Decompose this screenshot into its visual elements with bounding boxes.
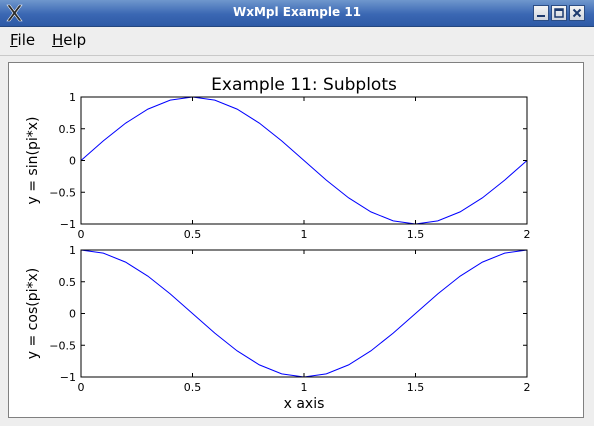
- series-line-1-1: [80, 96, 528, 225]
- x-tick-label: 2: [524, 228, 531, 241]
- y-tick-label: −0.5: [49, 339, 76, 352]
- minimize-button[interactable]: [533, 5, 549, 21]
- x-tick-label: 0.5: [184, 381, 202, 394]
- plot-figure[interactable]: 0 0.5 1 1.5 2 −1 −0.5 0 0.5 1 y = sin(pi*x) Example…: [9, 63, 583, 417]
- x-tick-label: 2: [524, 381, 531, 394]
- series-line-2-1: [80, 249, 528, 378]
- axes-frame: [80, 249, 528, 378]
- x-tick-label: 0: [78, 381, 85, 394]
- subplot-1: 0 0.5 1 1.5 2 −1 −0.5 0 0.5 1 y = sin(pi*x) Example…: [25, 75, 531, 241]
- y-tick-label: 0: [69, 308, 76, 321]
- y-tick-label: 1: [69, 244, 76, 257]
- maximize-button[interactable]: [551, 5, 567, 21]
- y-tick-label: −1: [60, 218, 76, 231]
- y-tick-label: 1: [69, 91, 76, 104]
- maximize-icon: [554, 8, 564, 18]
- minimize-icon: [537, 15, 545, 17]
- menu-bar: File Help: [0, 27, 594, 56]
- x-tick-label: 1: [301, 381, 308, 394]
- x-axis-label: x axis: [284, 396, 325, 412]
- x-tick-label: 0.5: [184, 228, 202, 241]
- title-bar[interactable]: WxMpl Example 11: [0, 0, 594, 27]
- y-tick-label: 0.5: [59, 276, 77, 289]
- y-axis-label: y = sin(pi*x): [25, 117, 41, 205]
- y-tick-label: 0: [69, 155, 76, 168]
- close-button[interactable]: [569, 5, 585, 21]
- plot-canvas[interactable]: 0 0.5 1 1.5 2 −1 −0.5 0 0.5 1 y = sin(pi*x) Example…: [8, 62, 584, 418]
- menu-file-rest: ile: [17, 31, 36, 49]
- y-tick-label: 0.5: [59, 123, 77, 136]
- x-tick-label: 1: [301, 228, 308, 241]
- menu-help-mnemonic: H: [52, 31, 64, 49]
- menu-file-mnemonic: F: [10, 31, 18, 49]
- x-tick-label: 0: [78, 228, 85, 241]
- window-title: WxMpl Example 11: [232, 5, 362, 19]
- menu-help[interactable]: Help: [52, 31, 86, 49]
- y-axis-label: y = cos(pi*x): [25, 268, 41, 359]
- x-tick-label: 1.5: [407, 228, 425, 241]
- plot-title: Example 11: Subplots: [211, 75, 397, 95]
- subplot-2: 0 0.5 1 1.5 2 −1 −0.5 0 0.5 1 y = cos(pi*x) x axis: [25, 244, 531, 412]
- y-tick-label: −1: [60, 371, 76, 384]
- menu-help-rest: elp: [63, 31, 87, 49]
- menu-file[interactable]: File: [10, 31, 35, 49]
- y-tick-label: −0.5: [49, 186, 76, 199]
- x-tick-label: 1.5: [407, 381, 425, 394]
- close-icon: [572, 8, 582, 18]
- x-app-icon[interactable]: [4, 3, 24, 23]
